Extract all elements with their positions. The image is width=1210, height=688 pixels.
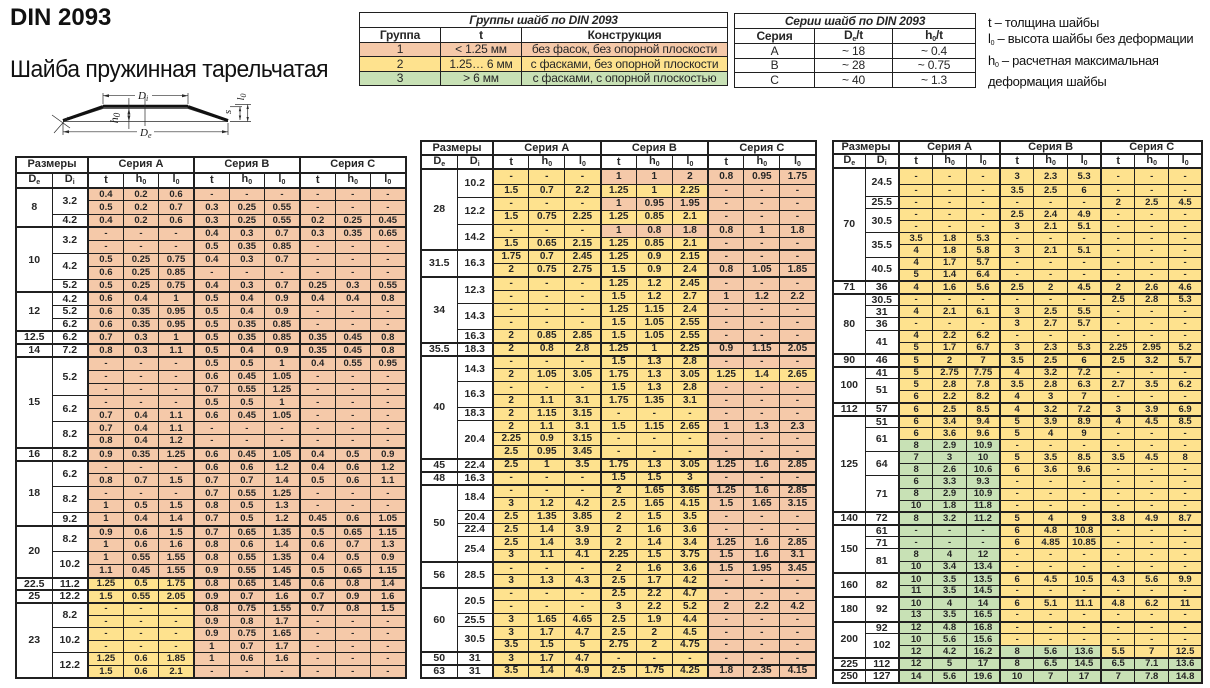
svg-text:h0: h0 <box>107 112 122 123</box>
svg-text:Di: Di <box>137 90 148 103</box>
svg-text:l0: l0 <box>235 93 248 100</box>
svg-text:De: De <box>139 127 152 140</box>
svg-text:s: s <box>222 110 234 114</box>
